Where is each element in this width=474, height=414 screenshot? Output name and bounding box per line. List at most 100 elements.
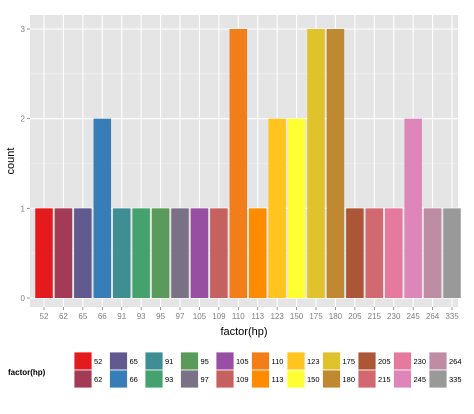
legend-label: 245 bbox=[414, 375, 427, 384]
x-tick-label: 230 bbox=[387, 312, 401, 321]
bar-91 bbox=[112, 208, 131, 298]
legend-label: 109 bbox=[236, 375, 249, 384]
bar-62 bbox=[54, 208, 73, 298]
y-axis: 0 1 2 3 bbox=[21, 25, 30, 303]
x-tick-label: 180 bbox=[329, 312, 343, 321]
legend-key-52 bbox=[73, 351, 93, 371]
bar-95 bbox=[151, 208, 170, 298]
legend-key-109 bbox=[215, 369, 235, 389]
bar-175 bbox=[307, 29, 325, 298]
x-tick-label: 175 bbox=[309, 312, 323, 321]
legend-key-66 bbox=[109, 369, 128, 389]
x-tick-label: 52 bbox=[40, 312, 49, 321]
x-tick-label: 123 bbox=[270, 312, 284, 321]
x-tick-label: 110 bbox=[232, 312, 245, 321]
legend-label: 95 bbox=[201, 357, 209, 366]
legend-label: 91 bbox=[165, 357, 173, 366]
x-tick-label: 215 bbox=[368, 312, 382, 321]
bar-230 bbox=[384, 208, 403, 298]
legend-key-113 bbox=[251, 369, 270, 389]
legend-key-62 bbox=[73, 369, 93, 389]
legend-label: 175 bbox=[343, 357, 356, 366]
bars bbox=[35, 29, 461, 299]
bar-66 bbox=[93, 118, 112, 299]
y-tick-label: 1 bbox=[21, 204, 26, 213]
legend-key-91 bbox=[144, 351, 164, 371]
legend-key-180 bbox=[322, 369, 341, 389]
x-tick-label: 91 bbox=[117, 312, 126, 321]
bar-113 bbox=[248, 208, 267, 298]
x-tick-label: 109 bbox=[212, 312, 226, 321]
x-tick-label: 62 bbox=[59, 312, 68, 321]
y-tick-label: 2 bbox=[21, 115, 26, 124]
x-tick-label: 113 bbox=[251, 312, 264, 321]
legend-label: 110 bbox=[272, 357, 284, 366]
legend-key-215 bbox=[357, 369, 377, 389]
legend-label: 62 bbox=[94, 375, 102, 384]
legend-label: 230 bbox=[414, 357, 427, 366]
x-tick-label: 65 bbox=[78, 312, 87, 321]
bar-93 bbox=[132, 208, 150, 298]
bar-264 bbox=[423, 208, 442, 298]
legend-key-95 bbox=[180, 351, 199, 371]
y-tick-label: 3 bbox=[21, 25, 26, 34]
bar-150 bbox=[287, 118, 306, 299]
y-tick-label: 0 bbox=[21, 294, 26, 303]
legend-label: 52 bbox=[94, 357, 102, 366]
legend-label: 113 bbox=[272, 375, 284, 384]
bar-105 bbox=[190, 208, 209, 298]
legend-label: 97 bbox=[201, 375, 209, 384]
bar-65 bbox=[74, 208, 92, 298]
bar-180 bbox=[326, 29, 345, 298]
legend-label: 205 bbox=[378, 357, 391, 366]
x-tick-label: 245 bbox=[406, 312, 420, 321]
x-tick-label: 66 bbox=[98, 312, 107, 321]
bar-97 bbox=[171, 208, 189, 298]
bar-52 bbox=[35, 208, 53, 298]
bar-215 bbox=[365, 208, 384, 298]
legend-key-264 bbox=[428, 351, 448, 371]
bar-205 bbox=[346, 208, 364, 298]
legend-label: 215 bbox=[378, 375, 391, 384]
legend-label: 66 bbox=[130, 375, 138, 384]
legend-key-245 bbox=[393, 369, 412, 389]
legend-key-123 bbox=[286, 351, 306, 371]
legend-key-93 bbox=[144, 369, 164, 389]
bar-245 bbox=[404, 118, 422, 299]
legend-key-150 bbox=[286, 369, 306, 389]
legend-label: 123 bbox=[307, 357, 320, 366]
legend-label: 180 bbox=[343, 375, 356, 384]
legend-items: 52 62 65 66 91 93 95 97 105 109 110 113 123 150 175 180… bbox=[73, 351, 462, 389]
legend-label: 335 bbox=[449, 375, 462, 384]
legend-label: 264 bbox=[449, 357, 462, 366]
legend-key-65 bbox=[109, 351, 128, 371]
legend-key-110 bbox=[251, 351, 270, 371]
legend-key-97 bbox=[180, 369, 199, 389]
legend-key-105 bbox=[215, 351, 235, 371]
x-tick-label: 95 bbox=[156, 312, 165, 321]
bar-109 bbox=[210, 208, 228, 298]
legend-key-335 bbox=[428, 369, 448, 389]
legend-title: factor(hp) bbox=[8, 368, 46, 377]
x-axis: 52 62 65 66 91 93 95 97 105 109 110 113 123 150 175 180… bbox=[40, 307, 459, 321]
x-tick-label: 335 bbox=[445, 312, 459, 321]
legend-label: 150 bbox=[307, 375, 320, 384]
x-tick-label: 97 bbox=[176, 312, 185, 321]
x-tick-label: 150 bbox=[290, 312, 304, 321]
x-tick-label: 264 bbox=[426, 312, 440, 321]
legend-label: 105 bbox=[236, 357, 249, 366]
legend-label: 65 bbox=[130, 357, 138, 366]
legend-label: 93 bbox=[165, 375, 173, 384]
x-tick-label: 105 bbox=[193, 312, 207, 321]
bar-335 bbox=[443, 208, 461, 298]
y-axis-title: count bbox=[5, 148, 17, 175]
bar-123 bbox=[268, 118, 286, 299]
x-tick-label: 93 bbox=[137, 312, 146, 321]
legend-key-230 bbox=[393, 351, 412, 371]
legend: factor(hp) 52 62 65 66 91 93 95 97 105 109 110 113 1… bbox=[8, 351, 462, 389]
legend-key-175 bbox=[322, 351, 341, 371]
x-tick-label: 205 bbox=[348, 312, 362, 321]
legend-key-205 bbox=[357, 351, 377, 371]
x-axis-title: factor(hp) bbox=[220, 326, 267, 338]
